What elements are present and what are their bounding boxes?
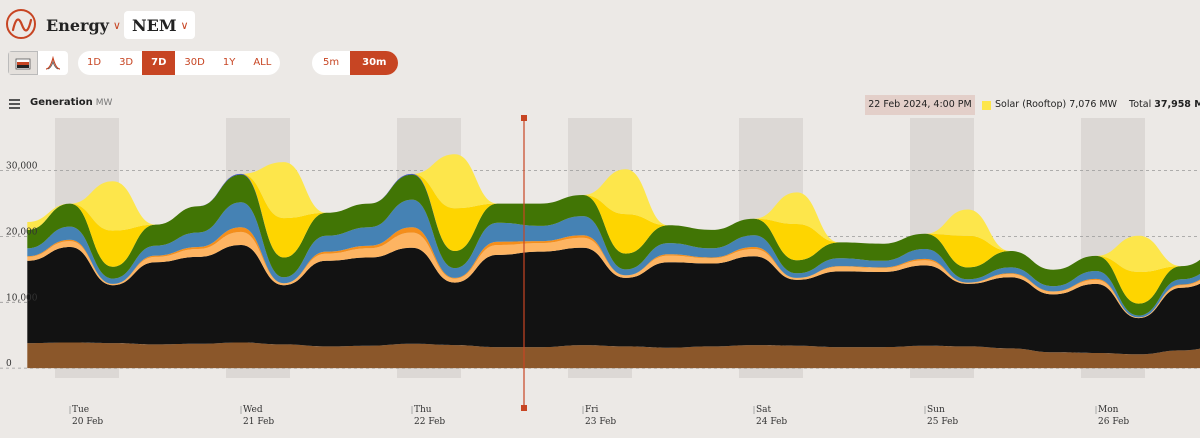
y-tick-label: 30,000 — [6, 162, 38, 172]
hover-cursor-handle-top — [521, 115, 527, 121]
x-tick-date: 21 Feb — [243, 417, 274, 427]
hover-cursor-handle-bottom — [521, 405, 527, 411]
line-chart-button[interactable] — [38, 51, 68, 75]
panel-unit: MW — [95, 98, 113, 108]
hover-series-value: 7,076 MW — [1069, 99, 1118, 110]
panel-title-text: Generation — [30, 97, 93, 108]
total-value: 37,958 MW — [1154, 99, 1200, 110]
y-tick-label: 0 — [6, 359, 12, 369]
interval-30m-button[interactable]: 30m — [350, 51, 399, 75]
series-swatch — [982, 100, 991, 110]
x-tick-date: 25 Feb — [927, 417, 958, 427]
hover-date: 22 Feb 2024, 4:00 PM — [865, 95, 975, 115]
series-area-solar_utility — [27, 173, 1200, 304]
region-label: NEM — [132, 15, 177, 35]
range-3d-button[interactable]: 3D — [119, 57, 134, 68]
x-tick-date: 23 Feb — [585, 417, 616, 427]
energy-dropdown[interactable]: Energy ∨ — [46, 11, 121, 39]
hover-series-name: Solar (Rooftop) — [995, 99, 1067, 110]
y-tick-label: 10,000 — [6, 293, 38, 303]
series-area-solar_rooftop — [27, 154, 1200, 272]
x-tick-date: 22 Feb — [414, 417, 445, 427]
line-chart-icon — [45, 55, 61, 70]
interval-selector: 5m 30m — [312, 51, 399, 75]
x-tick-date: 24 Feb — [756, 417, 787, 427]
menu-icon[interactable] — [9, 99, 20, 111]
hover-info: Solar (Rooftop) 7,076 MW Total 37,958 MW — [982, 95, 1200, 115]
interval-5m-button[interactable]: 5m — [323, 57, 340, 68]
x-tick-date: 26 Feb — [1098, 417, 1129, 427]
panel-title: Generation MW — [30, 97, 112, 108]
x-tick-date: 20 Feb — [72, 417, 103, 427]
generation-chart[interactable]: 0 10,000 20,000 30,000 Tue 20 Feb Wed 21 Feb Thu… — [0, 113, 1200, 435]
range-7d-button[interactable]: 7D — [142, 51, 176, 75]
x-tick-day: Thu — [414, 405, 432, 415]
energy-label: Energy — [46, 15, 109, 35]
region-dropdown[interactable]: NEM ∨ — [124, 11, 195, 39]
range-1d-button[interactable]: 1D — [87, 57, 102, 68]
series-area-coal_black — [27, 245, 1200, 355]
x-tick-day: Sat — [756, 405, 772, 415]
logo-wave-icon[interactable] — [6, 9, 36, 39]
range-1y-button[interactable]: 1Y — [222, 57, 236, 68]
area-chart-icon — [15, 58, 31, 70]
area-chart-button[interactable] — [8, 51, 38, 75]
y-tick-label: 20,000 — [6, 227, 38, 237]
x-tick-day: Sun — [927, 405, 945, 415]
x-tick-day: Tue — [72, 405, 89, 415]
x-tick-day: Fri — [585, 405, 599, 415]
x-tick-day: Mon — [1098, 405, 1119, 415]
range-selector: 1D 3D 7D 30D 1Y ALL — [78, 51, 281, 75]
x-tick-day: Wed — [243, 405, 263, 415]
total-label: Total — [1129, 99, 1152, 110]
range-30d-button[interactable]: 30D — [184, 57, 205, 68]
chevron-down-icon: ∨ — [180, 18, 189, 32]
range-all-button[interactable]: ALL — [253, 57, 272, 68]
chevron-down-icon: ∨ — [112, 18, 121, 32]
chart-type-toggle — [8, 51, 68, 75]
series-area-coal_brown — [27, 342, 1200, 369]
